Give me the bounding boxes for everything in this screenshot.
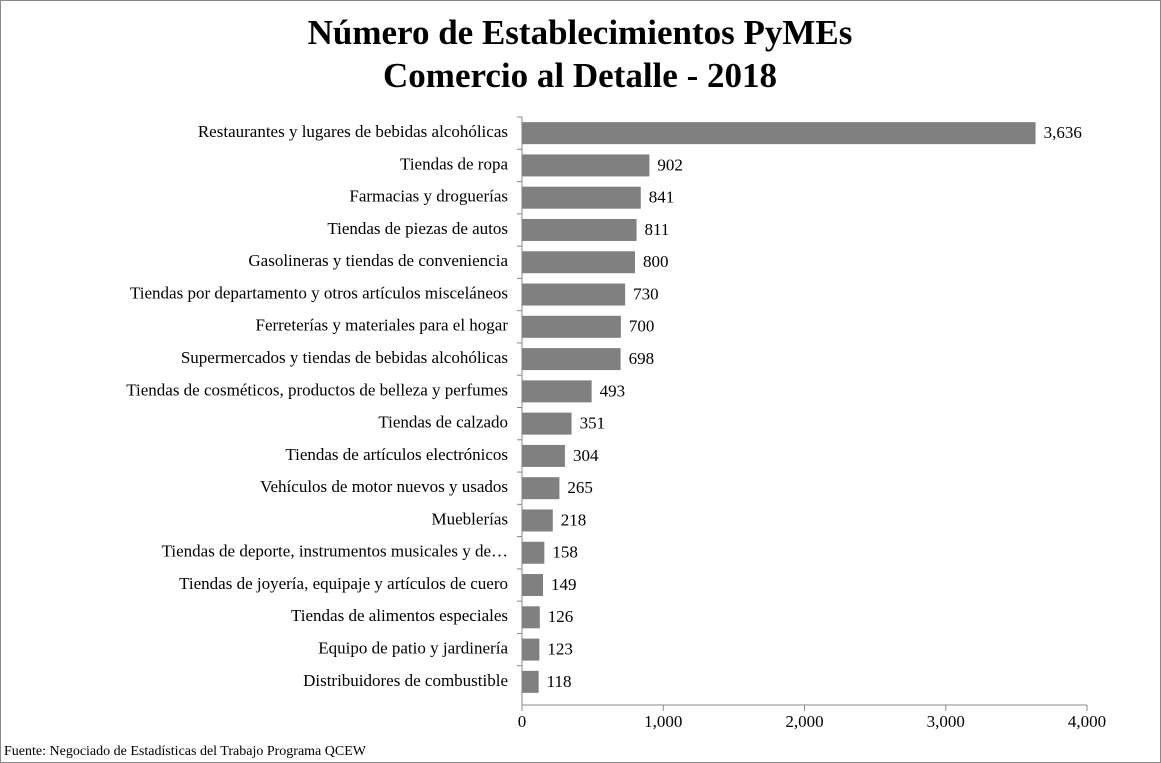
y-tick-label: Distribuidores de combustible [303, 671, 508, 690]
y-tick-label: Tiendas de piezas de autos [327, 219, 508, 238]
chart-title: Número de Establecimientos PyMEs [308, 13, 853, 52]
data-label: 118 [547, 672, 572, 691]
y-tick-label: Farmacias y droguerías [349, 187, 508, 206]
data-label: 126 [548, 607, 574, 626]
bar [522, 477, 560, 500]
y-tick-label: Restaurantes y lugares de bebidas alcohó… [198, 122, 508, 141]
bar [522, 348, 621, 371]
y-tick-label: Tiendas de joyería, equipaje y artículos… [179, 574, 508, 593]
y-tick-label: Tiendas de artículos electrónicos [285, 445, 508, 464]
data-label: 698 [629, 349, 655, 368]
bar [522, 638, 540, 661]
data-label: 3,636 [1044, 123, 1082, 142]
data-label: 493 [600, 381, 626, 400]
bar [522, 186, 641, 209]
data-label: 265 [567, 478, 593, 497]
bar [522, 670, 539, 693]
x-tick-label: 4,000 [1068, 712, 1106, 731]
y-tick-label: Tiendas de cosméticos, productos de bell… [126, 380, 508, 399]
x-tick-label: 2,000 [785, 712, 823, 731]
bar [522, 509, 553, 532]
y-tick-label: Tiendas por departamento y otros artícul… [130, 283, 508, 302]
y-tick-label: Ferreterías y materiales para el hogar [255, 316, 508, 335]
bar [522, 412, 572, 435]
data-label: 123 [547, 639, 573, 658]
bar [522, 283, 626, 306]
bar [522, 122, 1036, 145]
bar [522, 444, 565, 467]
data-label: 700 [629, 317, 655, 336]
bar [522, 380, 592, 403]
bar [522, 315, 621, 338]
data-label: 351 [580, 414, 606, 433]
y-tick-label: Gasolineras y tiendas de conveniencia [248, 251, 508, 270]
data-label: 800 [643, 252, 669, 271]
bar [522, 574, 544, 597]
y-tick-label: Equipo de patio y jardinería [318, 638, 508, 657]
source-note: Fuente: Negociado de Estadísticas del Tr… [4, 744, 367, 759]
bar [522, 218, 637, 241]
data-label: 304 [573, 446, 599, 465]
y-tick-label: Tiendas de calzado [378, 413, 508, 432]
x-tick-label: 0 [518, 712, 527, 731]
bar [522, 251, 635, 274]
y-tick-label: Mueblerías [432, 509, 508, 528]
data-label: 841 [649, 188, 675, 207]
x-tick-label: 3,000 [927, 712, 965, 731]
bar [522, 606, 540, 629]
bar [522, 541, 545, 564]
data-label: 218 [561, 510, 587, 529]
x-tick-label: 1,000 [644, 712, 682, 731]
data-label: 902 [657, 155, 683, 174]
chart-subtitle: Comercio al Detalle - 2018 [383, 56, 777, 95]
data-label: 149 [551, 575, 577, 594]
data-label: 730 [633, 284, 659, 303]
y-tick-label: Vehículos de motor nuevos y usados [260, 477, 508, 496]
bar [522, 154, 650, 177]
y-tick-label: Supermercados y tiendas de bebidas alcoh… [181, 348, 508, 367]
data-label: 158 [552, 543, 578, 562]
y-tick-label: Tiendas de ropa [400, 154, 508, 173]
y-tick-label: Tiendas de deporte, instrumentos musical… [162, 542, 508, 561]
y-tick-label: Tiendas de alimentos especiales [291, 606, 508, 625]
data-label: 811 [645, 220, 670, 239]
